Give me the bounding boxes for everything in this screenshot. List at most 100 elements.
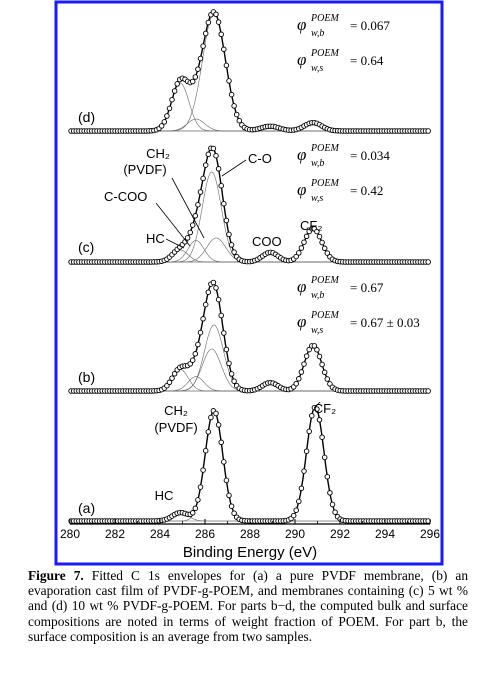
peak-label: HC <box>155 488 174 503</box>
data-point <box>303 353 310 359</box>
data-point <box>329 501 336 508</box>
data-point <box>171 88 178 94</box>
x-axis-label: Binding Energy (eV) <box>183 544 317 561</box>
data-point <box>205 429 212 435</box>
data-point <box>233 111 240 118</box>
panel-d: (d) φ POEM w,b = 0.067 φ POEM w,s = 0.64 <box>68 9 431 134</box>
data-point <box>332 509 338 515</box>
data-point <box>174 81 180 87</box>
data-point <box>195 66 201 72</box>
data-point <box>324 473 331 480</box>
data-point <box>208 414 214 421</box>
peak-label: COO <box>252 234 282 249</box>
phi-subscript: w,b <box>311 28 324 39</box>
data-point <box>197 189 204 195</box>
x-tick-label: 290 <box>285 527 305 541</box>
data-point <box>321 369 328 376</box>
data-point <box>319 239 325 246</box>
peak-label: HC <box>146 231 165 246</box>
data-point <box>218 439 224 446</box>
data-point <box>301 239 307 245</box>
peak-label: C-O <box>248 151 272 166</box>
data-point <box>221 330 227 336</box>
data-point <box>202 301 209 308</box>
phi-superscript: POEM <box>310 178 339 189</box>
data-point <box>296 375 302 382</box>
phi-superscript: POEM <box>310 310 339 321</box>
data-point <box>197 484 204 490</box>
data-point <box>226 78 232 84</box>
data-point <box>296 498 302 505</box>
data-point <box>228 242 235 248</box>
data-point <box>189 510 196 516</box>
leader-line <box>313 401 321 409</box>
data-point <box>192 213 199 219</box>
data-point <box>200 175 206 182</box>
data-point <box>309 412 315 419</box>
caption-text: Fitted C 1s envelopes for (a) a pure PVD… <box>28 568 469 644</box>
data-point <box>202 447 209 454</box>
data-point <box>195 201 201 208</box>
data-point <box>195 497 201 503</box>
composition-value: = 0.67 ± 0.03 <box>350 315 420 330</box>
data-point <box>215 19 222 25</box>
data-point <box>228 371 235 377</box>
data-point <box>314 406 320 412</box>
data-point <box>171 371 178 377</box>
phi-subscript: w,s <box>311 193 323 204</box>
data-point <box>192 505 199 512</box>
data-point <box>303 233 310 240</box>
data-point <box>210 145 217 152</box>
panel-b: (b) φ POEM w,b = 0.67 φ POEM w,s = 0.67 ± 0.03 <box>68 275 431 394</box>
x-tick-label: 292 <box>330 527 350 541</box>
data-point <box>192 74 199 80</box>
data-point <box>316 353 323 360</box>
data-point <box>189 222 196 228</box>
data-point <box>298 245 305 251</box>
data-point <box>296 250 302 256</box>
data-point <box>425 388 431 394</box>
figure-frame <box>54 0 444 566</box>
data-point <box>293 507 299 513</box>
peak-label: C-COO <box>104 189 147 204</box>
phi-symbol: φ <box>297 180 306 199</box>
peak-label: (PVDF) <box>123 162 166 177</box>
panel-label: (b) <box>78 369 95 385</box>
data-point <box>184 235 191 241</box>
data-point <box>205 19 212 26</box>
data-point <box>316 233 323 240</box>
phi-superscript: POEM <box>310 143 339 154</box>
phi-symbol: φ <box>297 15 306 34</box>
x-tick-label: 286 <box>195 527 215 541</box>
data-point <box>223 346 230 353</box>
data-point <box>221 200 227 207</box>
data-point <box>213 11 219 18</box>
data-point <box>189 357 196 363</box>
peak-label: (PVDF) <box>154 420 197 435</box>
panel-c: (c) φ POEM w,b = 0.034 φ POEM w,s = 0.42 CH₂(PVDF… <box>68 143 431 265</box>
panel-label: (c) <box>78 239 94 255</box>
data-point <box>187 229 193 236</box>
data-point <box>158 123 165 129</box>
leader-line <box>221 159 247 177</box>
data-point <box>169 375 175 381</box>
peak-label: CH₂ <box>146 146 170 161</box>
data-point <box>301 361 307 367</box>
leader-line <box>171 177 205 239</box>
data-point <box>293 380 299 387</box>
data-point <box>231 510 237 516</box>
data-point <box>161 119 168 125</box>
data-point <box>200 316 206 322</box>
data-point <box>321 454 328 461</box>
data-point <box>301 468 307 474</box>
data-point <box>314 347 320 353</box>
phi-subscript: w,b <box>311 158 324 169</box>
phi-symbol: φ <box>297 145 306 164</box>
data-point <box>298 369 305 375</box>
data-point <box>205 151 212 158</box>
phi-symbol: φ <box>297 277 306 296</box>
data-point <box>228 503 235 509</box>
data-point <box>324 376 331 382</box>
peak-label: CH₂ <box>164 403 188 418</box>
